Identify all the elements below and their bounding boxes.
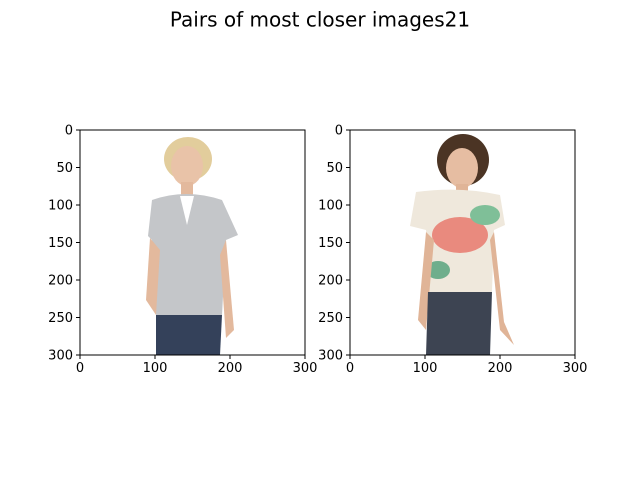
y-tick-label: 100 [318, 199, 343, 214]
y-tick-label: 250 [48, 311, 73, 326]
image-left [80, 130, 305, 355]
figure-title: Pairs of most closer images21 [170, 8, 470, 32]
x-tick-label: 0 [346, 361, 354, 376]
y-tick-label: 300 [48, 349, 73, 364]
x-tick-label: 200 [488, 361, 513, 376]
y-tick-label: 150 [318, 236, 343, 251]
y-tick-label: 150 [48, 236, 73, 251]
image-right [350, 130, 575, 355]
y-tick-label: 50 [326, 161, 343, 176]
x-tick-label: 0 [76, 361, 84, 376]
x-tick-label: 300 [563, 361, 588, 376]
x-tick-label: 300 [293, 361, 318, 376]
y-tick-label: 200 [318, 274, 343, 289]
y-tick-label: 200 [48, 274, 73, 289]
x-tick-label: 200 [218, 361, 243, 376]
y-tick-label: 0 [65, 124, 73, 139]
x-tick-label: 100 [143, 361, 168, 376]
y-tick-label: 300 [318, 349, 343, 364]
y-tick-label: 50 [56, 161, 73, 176]
y-tick-label: 0 [335, 124, 343, 139]
y-tick-label: 250 [318, 311, 343, 326]
x-tick-label: 100 [413, 361, 438, 376]
y-tick-label: 100 [48, 199, 73, 214]
